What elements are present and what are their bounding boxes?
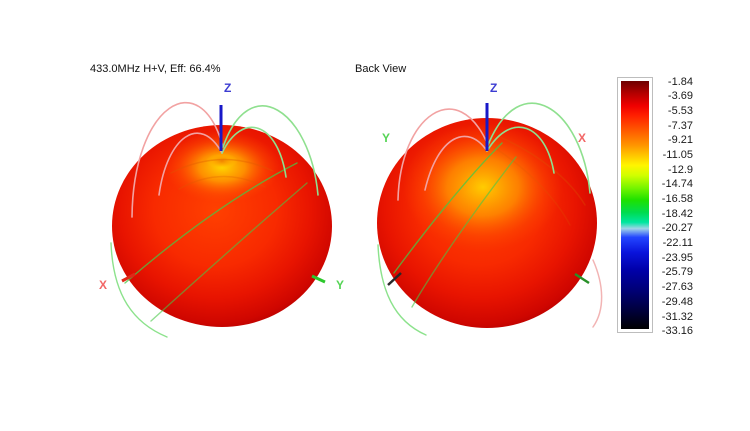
colorbar-tick: -9.21 [667, 134, 693, 147]
yz-surface-arc [150, 182, 308, 322]
yz-surface-arc [124, 162, 298, 284]
yz-back-arc [377, 244, 427, 336]
yz-surface-arc [411, 156, 517, 308]
x-axis-label: X [99, 278, 107, 292]
x-axis-tick [121, 272, 136, 283]
colorbar-tick: -11.05 [662, 148, 693, 161]
colorbar-tick: -18.42 [661, 207, 693, 220]
xz-slice-arc-inner [424, 135, 488, 191]
y-axis-label: Y [336, 278, 344, 292]
colorbar-frame [617, 77, 653, 333]
yz-slice-arc-outer [222, 105, 319, 196]
xz-back-arc [592, 259, 603, 328]
yz-back-arc [110, 242, 168, 338]
colorbar-tick: -25.79 [661, 266, 693, 279]
y-axis-tick [311, 274, 326, 284]
back-view-title: Back View [355, 63, 407, 75]
colorbar-tick: -31.32 [661, 310, 693, 323]
front-dimple [206, 153, 238, 169]
colorbar-tick: -29.48 [661, 295, 693, 308]
colorbar-tick: -22.11 [662, 237, 693, 250]
front-pattern-3d-plot[interactable]: Z X Y [75, 75, 365, 345]
colorbar-tick: -27.63 [661, 281, 693, 294]
colorbar-tick-labels: -1.84 -3.69 -5.53 -7.37 -9.21 -11.05 -12… [648, 75, 693, 339]
y-axis-label: Y [382, 131, 390, 145]
yz-slice-arc-inner [486, 126, 555, 174]
x-axis-tick [387, 272, 402, 286]
colorbar-tick: -14.74 [661, 178, 693, 191]
colorbar-tick: -12.9 [667, 163, 693, 176]
surface-ring-arc [499, 136, 586, 206]
front-view-title: 433.0MHz H+V, Eff: 66.4% [90, 63, 221, 75]
colorbar-gradient [621, 81, 649, 329]
colorbar-tick: -5.53 [667, 104, 693, 117]
surface-ring-arc [489, 144, 571, 226]
back-hotspot [403, 123, 563, 251]
colorbar-tick: -33.16 [661, 325, 693, 338]
colorbar-tick: -1.84 [667, 75, 693, 88]
xz-slice-arc-inner [158, 132, 223, 196]
colorbar-tick: -3.69 [667, 90, 693, 103]
yz-slice-arc-inner [221, 126, 287, 178]
x-axis-label: X [578, 131, 586, 145]
colorbar-tick: -7.37 [667, 119, 693, 132]
colorbar-tick: -20.27 [661, 222, 693, 235]
surface-ring-arc [170, 158, 274, 174]
yz-surface-arc [393, 142, 503, 274]
z-axis-label: Z [224, 81, 231, 95]
z-axis-label: Z [490, 81, 497, 95]
colorbar-tick: -23.95 [661, 251, 693, 264]
yz-slice-arc-outer [487, 102, 591, 194]
xz-slice-arc-outer [131, 101, 224, 218]
surface-ring-arc [178, 175, 266, 190]
xz-slice-arc-outer [397, 108, 489, 201]
y-axis-tick [574, 272, 590, 285]
back-pattern-3d-plot[interactable]: Z Y X [350, 75, 640, 345]
colorbar-tick: -16.58 [661, 193, 693, 205]
